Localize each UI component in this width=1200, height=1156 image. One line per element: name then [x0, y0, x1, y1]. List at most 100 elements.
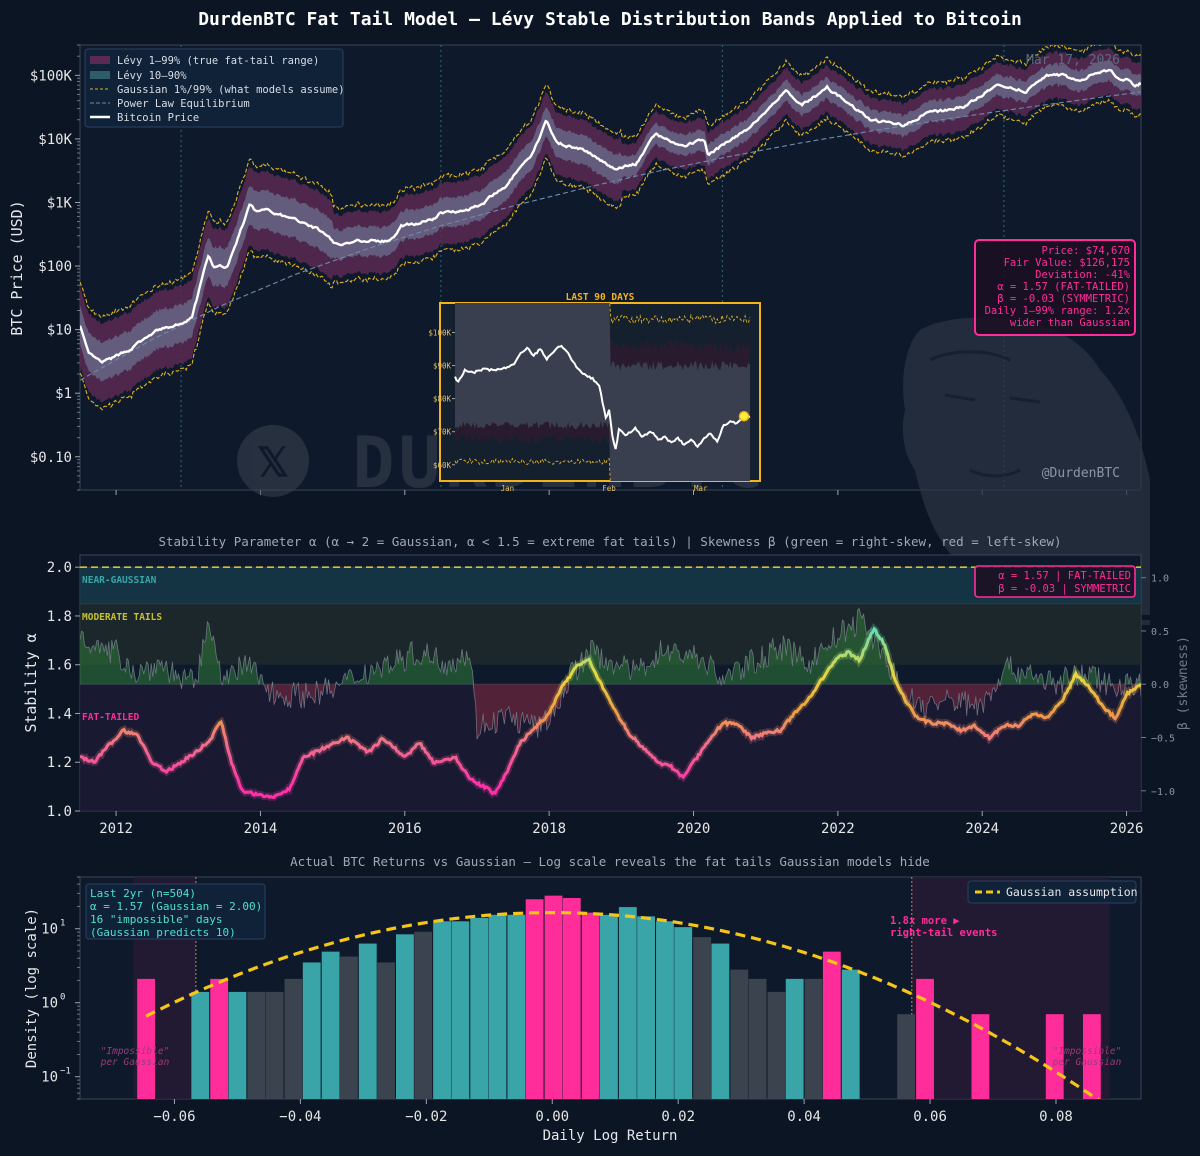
histogram-bar-26: [656, 921, 674, 1099]
return-x-tick-label-5: 0.04: [787, 1109, 821, 1125]
beta-line: [80, 607, 1141, 740]
histogram-bar-33: [785, 978, 804, 1099]
histogram-bar-7: [302, 962, 321, 1099]
beta-y-tick-label-2: 0.0: [1151, 680, 1169, 691]
levy-10-90-band: [80, 58, 1141, 382]
return-x-tick-label-2: −0.02: [405, 1109, 447, 1125]
stats-line-3: 16 "impossible" days: [90, 913, 222, 926]
info-range-cont: wider than Gaussian: [1010, 317, 1130, 329]
histogram-bar-18: [507, 914, 526, 1099]
x-logo-icon: [237, 425, 309, 497]
year-tick-label-0: 2012: [99, 821, 133, 837]
price-legend: Lévy 1–99% (true fat-tail range) Lévy 10…: [84, 48, 345, 128]
right-tail-shade: [911, 877, 1110, 1099]
histogram-bar-28: [693, 937, 712, 1099]
year-tick-label-7: 2026: [1110, 821, 1144, 837]
histogram-bar-41: [1082, 1014, 1101, 1099]
alpha-y-tick-label-4: 1.8: [47, 609, 72, 625]
alpha-annotation-frame: [974, 565, 1136, 598]
legend-label-inner: Lévy 10–90%: [117, 70, 187, 82]
returns-x-label: Daily Log Return: [543, 1128, 678, 1144]
beta-y-tick-label-1: −0.5: [1151, 733, 1175, 744]
price-y-tick-label-5: $10K: [38, 132, 72, 148]
inset-chart: LAST 90 DAYS $60K $70K $80K $90K $100K Jan Feb…: [428, 292, 761, 493]
stability-zone-label-1: MODERATE TAILS: [82, 612, 162, 623]
portrait-lines: [929, 350, 1041, 478]
stability-zone-label-2: FAT-TAILED: [82, 712, 139, 723]
beta-y-tick-label-3: 0.5: [1151, 627, 1169, 638]
histogram-bar-36: [841, 969, 860, 1099]
stability-panel: Stability Parameter α (α → 2 = Gaussian,…: [22, 534, 1191, 837]
return-x-tick-label-1: −0.04: [279, 1109, 321, 1125]
year-tick-label-5: 2022: [821, 821, 855, 837]
returns-legend-box: [967, 880, 1137, 904]
legend-label-price: Bitcoin Price: [117, 112, 199, 124]
stability-y-label: Stability α: [22, 633, 40, 732]
stats-line-2: α = 1.57 (Gaussian = 2.00): [90, 900, 262, 913]
legend-box: [84, 48, 344, 128]
price-panel: $0.10$1$10$100$1K$10K$100K 𝕏 DURDENBTC B…: [8, 44, 1150, 625]
inset-y-tick-label-0: $60K: [433, 461, 452, 470]
histogram-bar-23: [600, 914, 618, 1099]
histogram-bar-8: [321, 951, 340, 1099]
density-y-tick-base-1: 10: [41, 996, 58, 1012]
return-x-tick-label-4: 0.02: [661, 1109, 695, 1125]
histogram-bar-4: [247, 991, 266, 1099]
price-y-tick-label-6: $100K: [30, 68, 73, 84]
alpha-line: [80, 626, 1141, 799]
bitcoin-price-line: [80, 68, 1141, 364]
impossible-left-1: "Impossible": [101, 1046, 170, 1057]
histogram-bar-40: [1045, 1014, 1064, 1099]
handle-label: @DurdenBTC: [1042, 466, 1120, 481]
histogram-bar-3: [228, 991, 247, 1099]
info-alpha: α = 1.57 (FAT-TAILED): [997, 281, 1130, 293]
legend-label-powerlaw: Power Law Equilibrium: [117, 98, 250, 110]
returns-y-label: Density (log scale): [24, 908, 40, 1068]
histogram-bar-15: [451, 921, 470, 1099]
alpha-y-tick-label-2: 1.4: [47, 706, 72, 722]
stability-zone-0: [80, 567, 1141, 604]
return-x-tick-label-0: −0.06: [153, 1109, 195, 1125]
year-tick-label-4: 2020: [677, 821, 711, 837]
right-tail-note-1: 1.8x more ▶: [890, 915, 960, 927]
inset-y-tick-label-4: $100K: [428, 328, 451, 337]
stability-zone-label-0: NEAR-GAUSSIAN: [82, 575, 157, 586]
beta-positive-fill: [80, 608, 1141, 685]
alpha-annotation-line2: β = -0.03 | SYMMETRIC: [998, 583, 1131, 595]
histogram-bar-6: [284, 978, 303, 1099]
histogram-bar-10: [358, 943, 377, 1099]
gaussian-upper-line: [80, 45, 1141, 319]
histogram-bar-21: [562, 898, 581, 1099]
inset-inner-band: [455, 303, 750, 481]
returns-panel: Actual BTC Returns vs Gaussian – Log sca…: [24, 854, 1142, 1144]
stats-line-4: (Gaussian predicts 10): [90, 926, 236, 939]
histogram-bar-2: [210, 978, 229, 1099]
histogram-bar-13: [414, 931, 433, 1099]
inset-x-tick-label-2: Mar: [694, 484, 708, 493]
legend-swatch-outer: [90, 56, 110, 64]
beta-y-tick-label-4: 1.0: [1151, 574, 1169, 585]
histogram-bar-24: [618, 907, 637, 1099]
price-y-tick-label-4: $1K: [47, 195, 73, 211]
return-x-tick-label-3: 0.00: [535, 1109, 569, 1125]
info-box-frame: [974, 239, 1136, 336]
power-law-line: [80, 91, 1141, 381]
inset-y-tick-label-1: $70K: [433, 428, 452, 437]
histogram-bar-16: [470, 917, 489, 1099]
impossible-right-2: per Gaussian: [1052, 1057, 1122, 1068]
year-tick-label-3: 2018: [532, 821, 566, 837]
info-price: Price: $74,670: [1041, 245, 1130, 257]
histogram-bar-14: [433, 921, 451, 1099]
density-y-tick-exp-0: −1: [60, 1067, 71, 1077]
stability-zone-1: [80, 603, 1141, 665]
beta-y-label: β (skewness): [1176, 636, 1191, 730]
info-box: Price: $74,670 Fair Value: $126,175 Devi…: [974, 239, 1136, 336]
date-label: Mar 17, 2026: [1026, 53, 1120, 68]
histogram-bar-5: [265, 991, 284, 1099]
histogram-bar-0: [137, 978, 156, 1099]
price-y-label: BTC Price (USD): [8, 200, 26, 335]
year-tick-label-6: 2024: [965, 821, 999, 837]
density-y-tick-exp-2: 1: [60, 919, 65, 929]
x-logo-letter: 𝕏: [257, 440, 289, 486]
